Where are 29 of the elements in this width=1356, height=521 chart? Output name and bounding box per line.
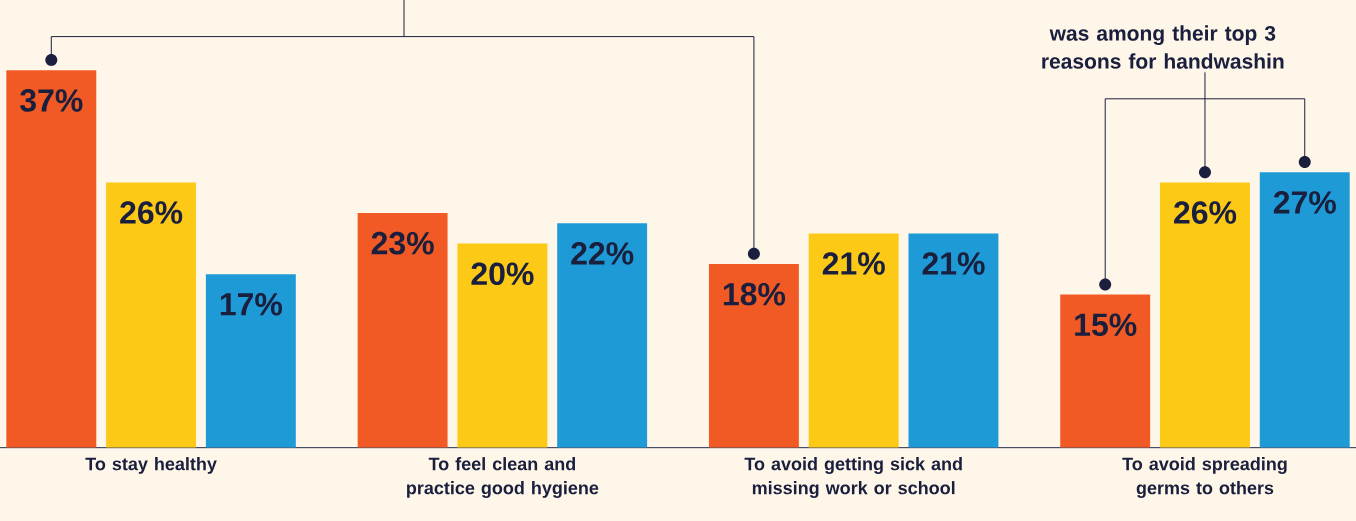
bar: [1160, 182, 1250, 448]
x-tick-label: To stay healthy: [85, 457, 217, 474]
bar: [6, 70, 97, 448]
bar: [357, 213, 448, 448]
bar: [908, 233, 999, 448]
data-label: 21%: [922, 252, 985, 275]
bar: [557, 223, 648, 448]
data-label: 21%: [822, 252, 885, 275]
data-label: 17%: [220, 293, 283, 316]
data-label: 23%: [371, 231, 434, 255]
bar: [1259, 172, 1350, 448]
data-label: 26%: [120, 201, 183, 224]
bar: [1060, 294, 1151, 448]
bar: [808, 233, 899, 448]
x-tick-label: To feel clean and practice good hygiene: [407, 457, 599, 498]
x-tick-label: To avoid getting sick and missing work or school: [744, 457, 962, 498]
data-label: 37%: [20, 89, 83, 112]
data-label: 20%: [471, 262, 534, 286]
data-label: 22%: [571, 242, 634, 265]
bar: [106, 182, 197, 448]
bar: [457, 243, 548, 448]
data-label: 27%: [1273, 191, 1336, 214]
bar: [708, 264, 799, 448]
text: was among their top 3 reasons for handwashin: [1042, 25, 1284, 69]
data-label: 18%: [723, 282, 786, 306]
data-label: 15%: [1075, 313, 1137, 337]
data-label: 26%: [1174, 201, 1237, 224]
bar: [205, 274, 296, 448]
x-tick-label: To avoid spreading germs to others: [1122, 457, 1287, 498]
